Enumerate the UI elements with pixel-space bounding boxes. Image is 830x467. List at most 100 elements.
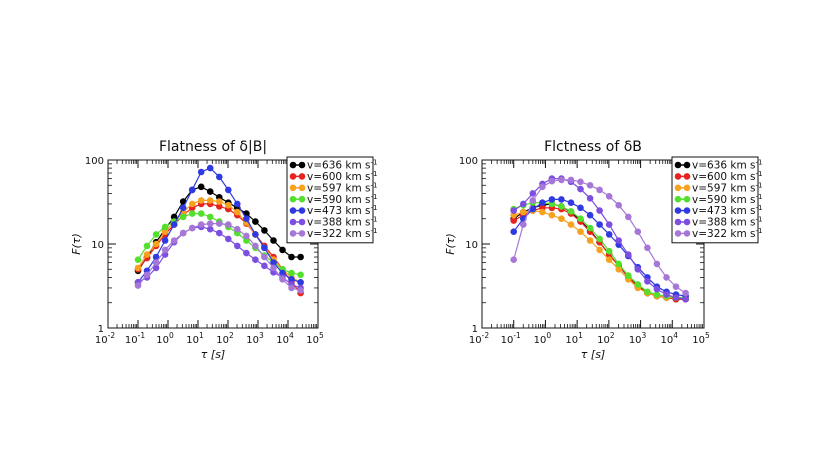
data-point	[261, 244, 268, 252]
x-tick-label: 102	[597, 331, 615, 346]
legend-marker	[683, 218, 691, 226]
data-point	[510, 217, 517, 224]
data-point	[143, 251, 151, 258]
data-point	[188, 200, 196, 208]
x-tick-label: 103	[629, 331, 647, 346]
legend-marker	[289, 218, 297, 226]
data-point	[188, 224, 196, 232]
x-tick-label: 105	[692, 331, 710, 346]
data-point	[586, 182, 594, 189]
legend-marker	[683, 184, 691, 192]
legend-marker	[289, 173, 297, 180]
legend-marker	[683, 207, 691, 214]
data-point	[586, 237, 594, 244]
data-point	[134, 264, 142, 272]
data-point	[653, 285, 661, 293]
legend-marker	[674, 218, 682, 226]
data-point	[596, 221, 603, 228]
data-point	[197, 197, 205, 204]
data-point	[179, 204, 187, 212]
data-point	[270, 264, 277, 272]
data-point	[520, 208, 527, 216]
data-point	[143, 271, 151, 279]
data-point	[270, 259, 277, 266]
legend-marker	[298, 218, 306, 226]
data-point	[297, 271, 304, 279]
data-point	[539, 199, 546, 206]
data-point	[152, 231, 160, 238]
data-point	[216, 220, 223, 227]
legend-marker	[298, 195, 306, 203]
data-point	[567, 208, 575, 215]
data-point	[548, 211, 556, 219]
data-point	[252, 218, 259, 225]
data-point	[179, 229, 187, 237]
data-point	[234, 208, 241, 216]
data-point	[596, 207, 603, 214]
data-point	[672, 283, 680, 291]
data-point	[520, 221, 527, 228]
data-point	[279, 276, 286, 283]
data-point	[243, 232, 250, 240]
legend-label: v=597 km s-1	[692, 181, 763, 194]
x-tick-label: 101	[565, 331, 583, 346]
x-axis-label: τ [s]	[201, 348, 225, 361]
data-point	[225, 201, 232, 209]
data-point	[567, 199, 575, 206]
data-point	[261, 262, 268, 270]
chart-1: Flatness of δ|B|10-2 10-1 100 101 102 103 104 1…	[70, 139, 378, 361]
data-point	[596, 246, 603, 254]
legend-marker	[674, 230, 682, 237]
data-point	[243, 249, 250, 257]
data-point	[634, 281, 642, 288]
data-point	[520, 200, 527, 208]
data-point	[548, 196, 556, 203]
data-point	[605, 193, 613, 200]
x-tick-label: 101	[186, 331, 204, 346]
data-point	[288, 276, 295, 283]
data-point	[644, 244, 651, 252]
data-point	[288, 284, 295, 292]
legend-marker	[683, 230, 691, 237]
data-point	[596, 235, 603, 243]
data-point	[170, 237, 178, 244]
data-point	[625, 251, 632, 258]
x-tick-label: 105	[306, 331, 324, 346]
data-point	[634, 266, 642, 273]
data-point	[577, 178, 584, 186]
data-point	[197, 210, 205, 217]
data-point	[567, 221, 575, 228]
data-point	[558, 203, 565, 210]
legend-marker	[298, 173, 306, 180]
data-point	[539, 183, 546, 191]
data-point	[577, 185, 584, 193]
legend-marker	[683, 173, 691, 180]
data-point	[529, 190, 537, 197]
legend-marker	[674, 207, 682, 214]
data-point	[261, 227, 268, 234]
data-point	[558, 196, 565, 203]
data-point	[596, 186, 603, 194]
legend-marker	[683, 195, 691, 203]
y-tick-label: 10	[91, 240, 104, 251]
legend-label: v=388 km s-1	[307, 216, 378, 229]
data-point	[529, 205, 537, 213]
data-point	[605, 231, 613, 238]
data-point	[143, 242, 151, 250]
x-tick-label: 10-1	[501, 331, 521, 346]
legend-label: v=590 km s-1	[307, 193, 378, 206]
legend: v=636 km s-1v=600 km s-1v=597 km s-1v=59…	[671, 156, 763, 244]
data-point	[634, 228, 642, 235]
data-point	[615, 237, 622, 244]
data-point	[225, 186, 232, 194]
data-point	[586, 224, 594, 232]
data-point	[206, 164, 214, 172]
legend-label: v=636 km s-1	[692, 159, 763, 172]
legend-label: v=636 km s-1	[307, 159, 378, 172]
data-point	[682, 289, 689, 297]
data-point	[297, 253, 304, 261]
legend-label: v=597 km s-1	[307, 181, 378, 194]
series-7	[510, 176, 689, 297]
data-point	[197, 221, 205, 228]
